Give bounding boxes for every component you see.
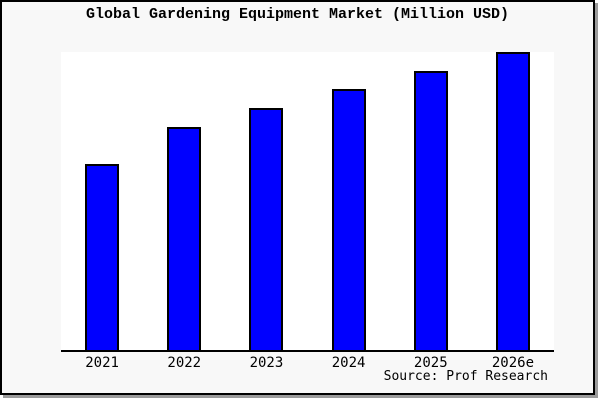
plot-area bbox=[61, 52, 554, 352]
bar-2025 bbox=[413, 70, 448, 350]
x-tick-label-2023: 2023 bbox=[249, 355, 284, 371]
bar-slot bbox=[143, 52, 225, 350]
bar-2023 bbox=[249, 107, 284, 350]
source-note: Source: Prof Research bbox=[383, 369, 548, 384]
bar-slot bbox=[472, 52, 554, 350]
bar-2026e bbox=[495, 52, 530, 350]
x-axis-tick-labels: 2021 2022 2023 2024 2025 2026e bbox=[61, 356, 554, 371]
bar-slot bbox=[390, 52, 472, 350]
x-tick-label-2022: 2022 bbox=[167, 355, 202, 371]
bar-2024 bbox=[331, 89, 366, 350]
bar-slot bbox=[61, 52, 143, 350]
chart-frame: Global Gardening Equipment Market (Milli… bbox=[0, 0, 595, 395]
bar-slot bbox=[308, 52, 390, 350]
bar-2021 bbox=[85, 163, 120, 350]
x-tick-label-2024: 2024 bbox=[331, 355, 366, 371]
bar-2022 bbox=[167, 126, 202, 350]
x-tick-label-2025: 2025 bbox=[413, 355, 448, 371]
x-tick-label-2026e: 2026e bbox=[491, 355, 535, 371]
chart-title: Global Gardening Equipment Market (Milli… bbox=[85, 6, 510, 23]
x-tick-label-2021: 2021 bbox=[85, 355, 119, 371]
bar-slot bbox=[225, 52, 307, 350]
bars-row bbox=[61, 52, 554, 350]
